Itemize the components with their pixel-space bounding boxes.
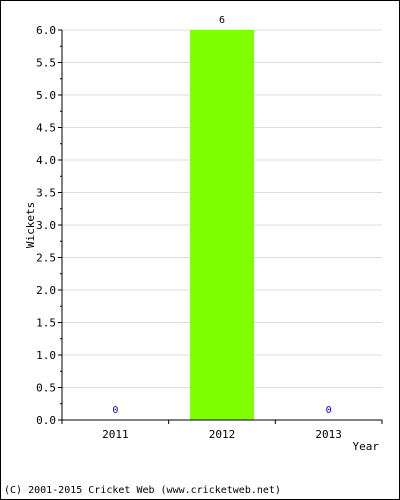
y-tick-label: 2.0: [36, 284, 56, 297]
axes: [58, 29, 383, 424]
x-tick-label: 2013: [315, 428, 342, 441]
y-tick-label: 6.0: [36, 24, 56, 37]
x-axis-label: Year: [353, 440, 380, 453]
data-labels: 0 6 0: [112, 15, 331, 416]
bars: [190, 30, 254, 420]
y-tick-label: 1.5: [36, 317, 56, 330]
x-tick-label: 2012: [209, 428, 236, 441]
footer-credit: (C) 2001-2015 Cricket Web (www.cricketwe…: [4, 485, 281, 496]
bar: [190, 30, 254, 420]
data-label: 6: [219, 15, 225, 26]
y-tick-label: 4.5: [36, 122, 56, 135]
y-tick-label: 0.5: [36, 382, 56, 395]
y-tick-label: 4.0: [36, 154, 56, 167]
y-tick-labels: 0.0 0.5 1.0 1.5 2.0 2.5 3.0 3.5 4.0 4.5 5.0 5.5 6.0: [36, 24, 56, 427]
x-tick-labels: 2011 2012 2013: [102, 428, 342, 441]
y-tick-label: 5.5: [36, 57, 56, 70]
y-tick-label: 3.5: [36, 187, 56, 200]
y-tick-label: 5.0: [36, 89, 56, 102]
data-label: 0: [326, 405, 332, 416]
data-label: 0: [112, 405, 118, 416]
y-axis-label: Wickets: [24, 202, 37, 248]
y-tick-label: 1.0: [36, 349, 56, 362]
y-tick-label: 3.0: [36, 219, 56, 232]
y-tick-label: 2.5: [36, 252, 56, 265]
x-tick-label: 2011: [102, 428, 129, 441]
y-tick-label: 0.0: [36, 414, 56, 427]
